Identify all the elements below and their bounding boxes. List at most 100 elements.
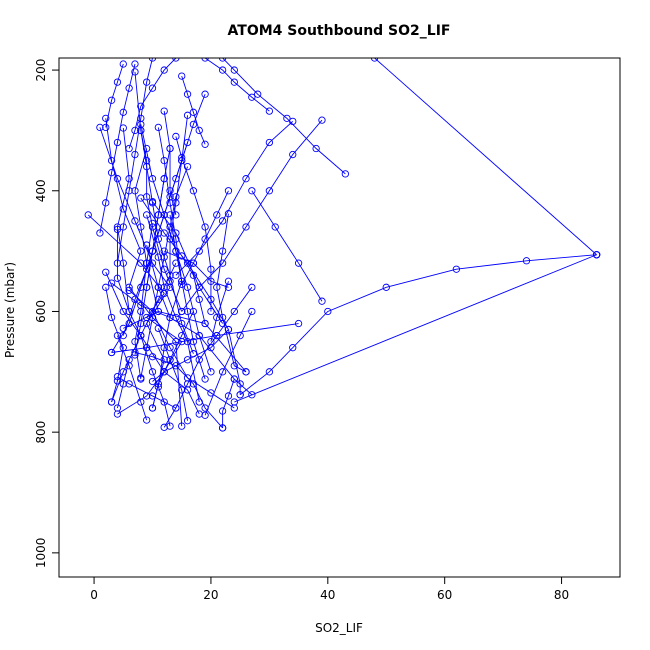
x-tick-label: 80: [554, 588, 569, 602]
series-line: [181, 75, 206, 145]
data-point: [125, 175, 133, 183]
data-point: [230, 307, 238, 316]
data-point: [160, 175, 168, 183]
data-point: [224, 277, 233, 285]
data-point: [189, 187, 198, 195]
data-point: [137, 307, 145, 316]
data-point: [289, 344, 297, 352]
data-point: [195, 295, 203, 304]
data-point: [113, 223, 122, 231]
data-point: [289, 150, 297, 159]
data-point: [160, 398, 168, 406]
data-point: [137, 259, 145, 267]
data-point: [265, 107, 274, 115]
data-point: [201, 411, 209, 419]
data-point: [143, 283, 151, 291]
data-point: [189, 120, 198, 129]
y-tick-label: 600: [34, 300, 48, 323]
data-point: [143, 319, 151, 328]
data-point: [218, 58, 227, 62]
data-point: [148, 368, 157, 376]
data-point: [207, 337, 215, 346]
data-point: [154, 253, 162, 261]
data-point: [160, 229, 168, 237]
data-point: [172, 271, 180, 279]
data-point: [160, 368, 168, 376]
data-point: [218, 424, 227, 432]
data-point: [102, 283, 110, 291]
data-point: [178, 156, 186, 165]
data-point: [148, 247, 157, 255]
y-tick-label: 200: [34, 59, 48, 82]
series-line: [163, 287, 253, 428]
data-point: [96, 229, 104, 237]
chart-title: ATOM4 Southbound SO2_LIF: [228, 23, 451, 39]
data-point: [154, 324, 162, 333]
data-point: [183, 90, 192, 98]
x-tick-label: 40: [320, 588, 335, 602]
data-point: [166, 223, 174, 231]
data-point: [195, 283, 203, 291]
data-point: [207, 265, 215, 273]
data-point: [137, 398, 145, 406]
data-point: [318, 116, 326, 124]
data-point: [248, 391, 256, 399]
data-point: [107, 156, 116, 165]
x-tick-label: 0: [90, 588, 98, 602]
data-point: [218, 217, 227, 225]
data-point: [125, 187, 133, 195]
data-point: [178, 307, 186, 316]
data-point: [172, 58, 180, 62]
series-line: [222, 58, 346, 175]
data-point: [224, 392, 233, 400]
data-point: [207, 307, 215, 316]
data-point: [218, 313, 227, 322]
data-point: [242, 223, 250, 231]
data-point: [592, 251, 601, 259]
data-point: [183, 307, 192, 316]
data-point: [119, 259, 127, 267]
data-point: [248, 307, 256, 316]
series-line: [204, 311, 253, 416]
data-point: [218, 247, 227, 255]
data-point: [96, 123, 104, 132]
data-point: [172, 235, 180, 243]
data-point: [172, 259, 180, 267]
series-line: [181, 190, 229, 285]
data-point: [183, 138, 192, 147]
series-line: [146, 214, 200, 403]
data-point: [183, 111, 192, 119]
data-point: [125, 319, 133, 328]
series-line: [152, 329, 229, 382]
data-point: [218, 66, 227, 74]
data-point: [143, 265, 151, 273]
y-tick-label: 800: [34, 421, 48, 444]
data-point: [154, 307, 162, 316]
y-tick-label: 400: [34, 179, 48, 202]
data-point: [201, 223, 209, 231]
y-axis-label: Pressure (mbar): [3, 262, 17, 358]
data-point: [178, 422, 186, 430]
series-line: [152, 311, 194, 409]
data-point: [166, 235, 174, 243]
data-point: [160, 66, 168, 74]
series-line: [116, 58, 153, 264]
data-point: [172, 132, 180, 141]
data-point: [207, 368, 215, 376]
data-point: [236, 331, 244, 340]
data-point: [131, 351, 139, 359]
data-point: [213, 331, 221, 340]
data-point: [230, 78, 238, 86]
data-point: [271, 223, 279, 231]
data-point: [113, 331, 122, 340]
series-line: [216, 213, 247, 373]
data-point: [148, 219, 157, 228]
data-point: [137, 331, 145, 340]
data-point: [113, 175, 122, 183]
data-point: [189, 380, 198, 388]
data-point: [143, 416, 151, 424]
series-line: [128, 290, 235, 409]
data-point: [160, 211, 168, 219]
series-line: [105, 272, 171, 427]
data-point: [189, 259, 198, 267]
